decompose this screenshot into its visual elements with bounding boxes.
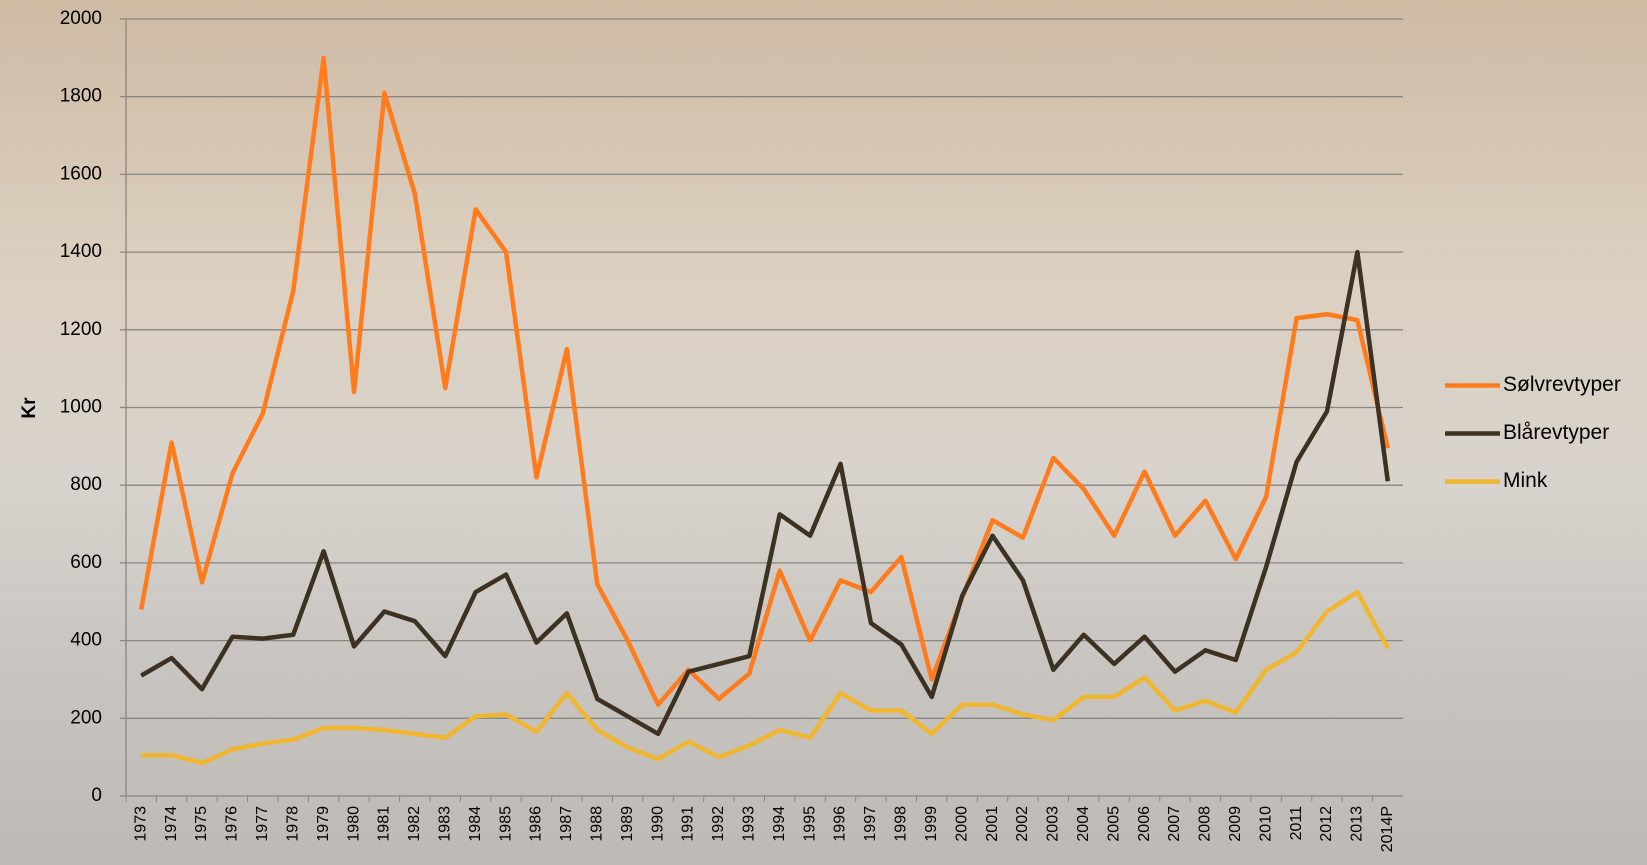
x-tick-label: 1985	[497, 806, 514, 842]
x-tick-label: 1974	[163, 806, 180, 842]
x-tick-label: 2002	[1014, 806, 1031, 842]
x-tick-label: 2006	[1136, 806, 1153, 842]
y-tick-label: 200	[70, 707, 102, 728]
x-tick-label: 2005	[1105, 806, 1122, 842]
x-tick-label: 2013	[1349, 806, 1366, 842]
y-tick-label: 1800	[60, 86, 102, 107]
x-tick-label: 1990	[649, 806, 666, 842]
x-tick-label: 1984	[467, 806, 484, 842]
x-tick-label: 1983	[436, 806, 453, 842]
x-tick-label: 1986	[528, 806, 545, 842]
y-tick-label: 400	[70, 630, 102, 651]
x-tick-label: 2008	[1197, 806, 1214, 842]
y-tick-label: 2000	[60, 8, 102, 29]
x-tick-label: 1978	[284, 806, 301, 842]
x-tick-label: 2014P	[1379, 806, 1396, 852]
x-tick-label: 1975	[193, 806, 210, 842]
x-tick-label: 1989	[619, 806, 636, 842]
x-tick-label: 2009	[1227, 806, 1244, 842]
x-tick-label: 1987	[558, 806, 575, 842]
y-tick-label: 600	[70, 552, 102, 573]
page: Kr 0 200 400 600 800 1000 1200 1400 1600 1800 2000…	[0, 0, 1647, 865]
x-tick-label: 2000	[953, 806, 970, 842]
y-tick-label: 800	[70, 474, 102, 495]
x-tick-label: 2011	[1288, 806, 1305, 841]
x-tick-label: 1992	[710, 806, 727, 842]
series-line	[141, 58, 1388, 705]
x-tick-label: 1977	[254, 806, 271, 842]
x-tick-label: 1979	[315, 806, 332, 842]
x-tick-label: 2001	[984, 806, 1001, 842]
y-tick-label: 1400	[60, 241, 102, 262]
x-tick-label: 1995	[801, 806, 818, 842]
x-tick-label: 1999	[923, 806, 940, 842]
series-line	[141, 252, 1388, 734]
x-tick-label: 1981	[376, 806, 393, 842]
y-axis-label: Kr	[19, 397, 40, 419]
x-tick-label: 1997	[862, 806, 879, 842]
y-tick-label: 1600	[60, 163, 102, 184]
y-tick-label: 0	[91, 785, 102, 806]
x-tick-label: 2003	[1045, 806, 1062, 842]
y-tick-label: 1000	[60, 397, 102, 418]
x-tick-label: 2007	[1166, 806, 1183, 842]
legend-label: Sølvrevtyper	[1503, 373, 1621, 396]
x-tick-label: 2012	[1318, 806, 1335, 842]
x-tick-label: 1994	[771, 806, 788, 842]
x-tick-label: 2010	[1257, 806, 1274, 842]
x-tick-label: 2004	[1075, 806, 1092, 842]
x-tick-label: 1993	[741, 806, 758, 842]
legend-label: Blårevtyper	[1503, 421, 1609, 444]
x-tick-label: 1988	[588, 806, 605, 842]
x-tick-label: 1996	[832, 806, 849, 842]
x-tick-label: 1998	[893, 806, 910, 842]
x-tick-label: 1973	[132, 806, 149, 842]
x-tick-label: 1980	[345, 806, 362, 842]
x-tick-label: 1976	[224, 806, 241, 842]
chart: Kr 0 200 400 600 800 1000 1200 1400 1600 1800 2000…	[0, 0, 1647, 865]
legend-label: Mink	[1503, 469, 1548, 492]
x-tick-label: 1982	[406, 806, 423, 842]
x-tick-label: 1991	[680, 806, 697, 842]
y-tick-label: 1200	[60, 319, 102, 340]
